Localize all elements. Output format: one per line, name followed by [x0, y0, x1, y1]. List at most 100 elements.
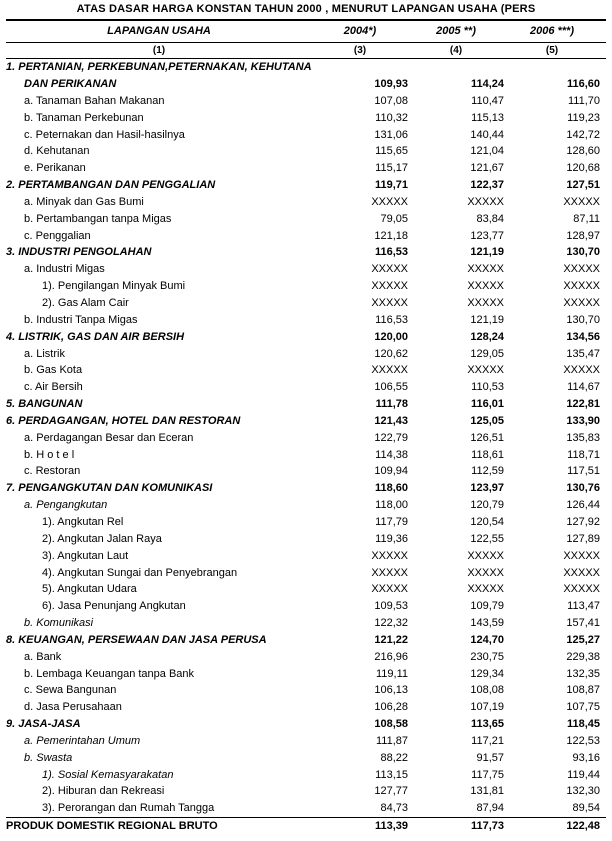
row-value: 132,30: [504, 783, 600, 800]
row-value: 114,38: [312, 447, 408, 464]
row-value: 128,24: [408, 329, 504, 346]
row-value: 157,41: [504, 615, 600, 632]
table-row: 7. PENGANGKUTAN DAN KOMUNIKASI118,60123,…: [6, 480, 606, 497]
row-value: 119,71: [312, 177, 408, 194]
row-label: 2). Angkutan Jalan Raya: [6, 531, 312, 548]
row-value: 119,36: [312, 531, 408, 548]
row-value: 121,19: [408, 312, 504, 329]
table-row: DAN PERIKANAN109,93114,24116,60: [6, 76, 606, 93]
table-row: b. Gas KotaXXXXXXXXXXXXXXX: [6, 362, 606, 379]
row-value: XXXXX: [408, 581, 504, 598]
row-value: 89,54: [504, 800, 600, 817]
row-label: c. Penggalian: [6, 228, 312, 245]
row-value: 128,97: [504, 228, 600, 245]
row-value: 126,44: [504, 497, 600, 514]
row-value: 120,79: [408, 497, 504, 514]
row-value: XXXXX: [504, 581, 600, 598]
row-label: b. Tanaman Perkebunan: [6, 110, 312, 127]
table-header-row: LAPANGAN USAHA 2004*) 2005 **) 2006 ***): [6, 19, 606, 43]
row-value: 108,87: [504, 682, 600, 699]
row-value: 131,06: [312, 127, 408, 144]
table-row: c. Air Bersih106,55110,53114,67: [6, 379, 606, 396]
table-row: 4. LISTRIK, GAS DAN AIR BERSIH120,00128,…: [6, 329, 606, 346]
table-row: a. Tanaman Bahan Makanan107,08110,47111,…: [6, 93, 606, 110]
table-row: c. Restoran109,94112,59117,51: [6, 463, 606, 480]
colnum-4: (5): [504, 43, 600, 59]
row-value: 142,72: [504, 127, 600, 144]
header-col-1: LAPANGAN USAHA: [6, 21, 312, 42]
row-value: 110,53: [408, 379, 504, 396]
table-row: c. Sewa Bangunan106,13108,08108,87: [6, 682, 606, 699]
table-row: 3). Angkutan LautXXXXXXXXXXXXXXX: [6, 548, 606, 565]
row-label: a. Tanaman Bahan Makanan: [6, 93, 312, 110]
table-total-row: PRODUK DOMESTIK REGIONAL BRUTO 113,39 11…: [6, 817, 606, 835]
row-label: b. Swasta: [6, 750, 312, 767]
row-value: 128,60: [504, 143, 600, 160]
total-v2: 117,73: [408, 818, 504, 835]
table-row: d. Kehutanan115,65121,04128,60: [6, 143, 606, 160]
row-value: 115,17: [312, 160, 408, 177]
row-value: XXXXX: [408, 278, 504, 295]
row-value: 116,53: [312, 312, 408, 329]
row-value: 111,70: [504, 93, 600, 110]
row-label: 5. BANGUNAN: [6, 396, 312, 413]
table-row: b. Swasta88,2291,5793,16: [6, 750, 606, 767]
row-value: XXXXX: [408, 194, 504, 211]
row-value: 117,79: [312, 514, 408, 531]
row-label: 3). Angkutan Laut: [6, 548, 312, 565]
row-value: 120,54: [408, 514, 504, 531]
table-row: d. Jasa Perusahaan106,28107,19107,75: [6, 699, 606, 716]
table-row: 5). Angkutan UdaraXXXXXXXXXXXXXXX: [6, 581, 606, 598]
row-label: 3). Perorangan dan Rumah Tangga: [6, 800, 312, 817]
row-label: d. Kehutanan: [6, 143, 312, 160]
row-value: XXXXX: [504, 548, 600, 565]
row-label: a. Minyak dan Gas Bumi: [6, 194, 312, 211]
row-value: XXXXX: [408, 362, 504, 379]
row-value: 127,89: [504, 531, 600, 548]
row-value: 122,55: [408, 531, 504, 548]
row-value: 122,79: [312, 430, 408, 447]
row-value: 116,60: [504, 76, 600, 93]
row-value: 118,61: [408, 447, 504, 464]
row-value: 106,55: [312, 379, 408, 396]
row-value: 115,13: [408, 110, 504, 127]
table-row: 1). Pengilangan Minyak BumiXXXXXXXXXXXXX…: [6, 278, 606, 295]
row-value: XXXXX: [504, 362, 600, 379]
row-value: 106,13: [312, 682, 408, 699]
row-value: XXXXX: [408, 548, 504, 565]
row-label: 6. PERDAGANGAN, HOTEL DAN RESTORAN: [6, 413, 312, 430]
colnum-2: (3): [312, 43, 408, 59]
row-value: 129,34: [408, 666, 504, 683]
row-label: 9. JASA-JASA: [6, 716, 312, 733]
row-value: 127,92: [504, 514, 600, 531]
row-value: 122,37: [408, 177, 504, 194]
row-value: 130,70: [504, 244, 600, 261]
row-value: 120,62: [312, 346, 408, 363]
row-value: 122,53: [504, 733, 600, 750]
row-label: 2. PERTAMBANGAN DAN PENGGALIAN: [6, 177, 312, 194]
row-value: 87,11: [504, 211, 600, 228]
row-label: 1). Pengilangan Minyak Bumi: [6, 278, 312, 295]
row-label: b. Pertambangan tanpa Migas: [6, 211, 312, 228]
row-value: XXXXX: [312, 565, 408, 582]
table-row: b. Lembaga Keuangan tanpa Bank119,11129,…: [6, 666, 606, 683]
row-label: d. Jasa Perusahaan: [6, 699, 312, 716]
row-label: c. Restoran: [6, 463, 312, 480]
row-value: 113,65: [408, 716, 504, 733]
table-row: b. H o t e l114,38118,61118,71: [6, 447, 606, 464]
row-label: 6). Jasa Penunjang Angkutan: [6, 598, 312, 615]
total-label: PRODUK DOMESTIK REGIONAL BRUTO: [6, 818, 312, 835]
row-value: 109,79: [408, 598, 504, 615]
row-label: a. Pengangkutan: [6, 497, 312, 514]
row-label: a. Pemerintahan Umum: [6, 733, 312, 750]
table-row: 2). Hiburan dan Rekreasi127,77131,81132,…: [6, 783, 606, 800]
row-label: a. Listrik: [6, 346, 312, 363]
row-value: 140,44: [408, 127, 504, 144]
header-col-4: 2006 ***): [504, 21, 600, 42]
row-value: XXXXX: [408, 565, 504, 582]
row-value: 107,19: [408, 699, 504, 716]
row-value: [312, 59, 408, 76]
table-row: 1. PERTANIAN, PERKEBUNAN,PETERNAKAN, KEH…: [6, 59, 606, 76]
row-value: XXXXX: [312, 278, 408, 295]
row-value: 127,77: [312, 783, 408, 800]
